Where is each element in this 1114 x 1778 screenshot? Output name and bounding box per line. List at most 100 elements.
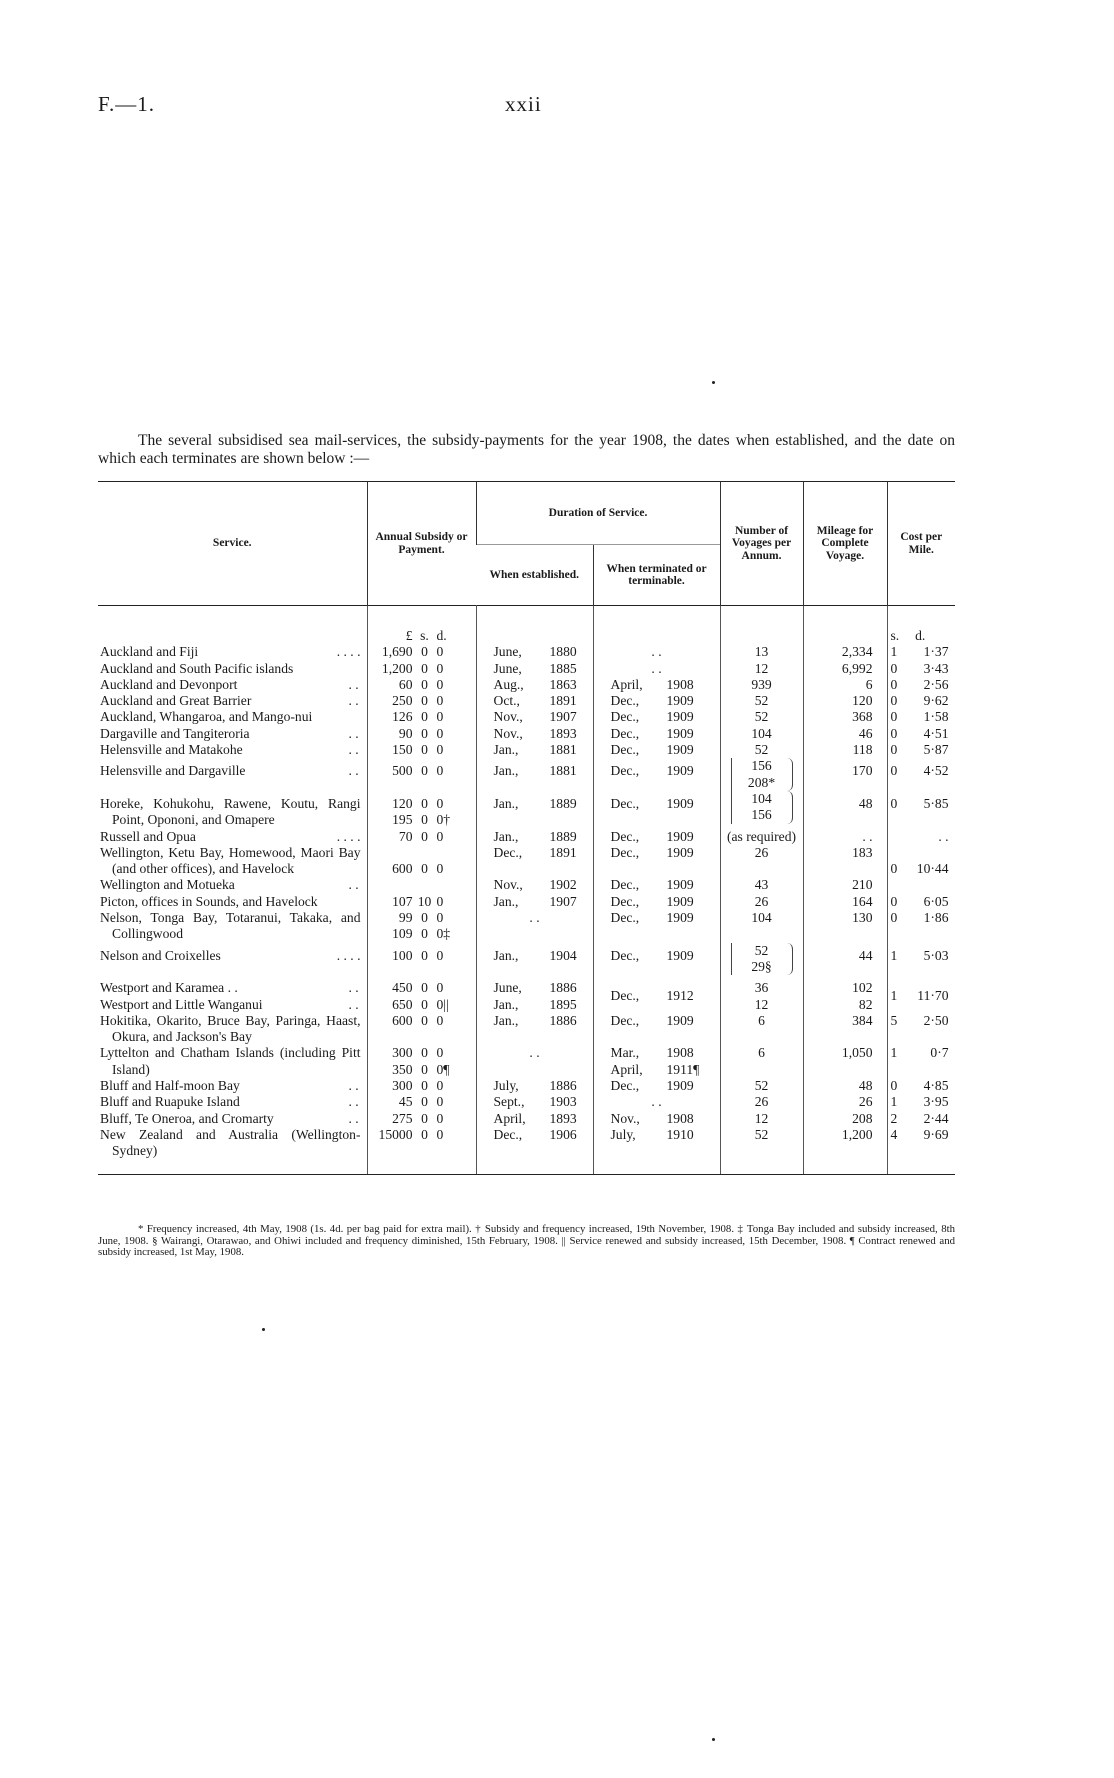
subsidy-cell: 90 0 0 bbox=[366, 725, 476, 743]
table-row: Auckland and South Pacific islands 1,200 0… bbox=[98, 660, 956, 677]
service-label: Helensville and Dargaville bbox=[100, 763, 246, 779]
established-cell: Aug., 1863 bbox=[475, 676, 593, 694]
service-label: New Zealand and Australia (Wellington-Sy… bbox=[100, 1126, 361, 1159]
terminated-cell: Dec., 1909 bbox=[592, 893, 721, 911]
service-name: Lyttelton and Chatham Islands (including… bbox=[100, 1045, 361, 1078]
pounds: 15000 bbox=[378, 1126, 413, 1142]
service-label: Auckland and Devonport bbox=[100, 676, 238, 692]
voyages-values: 52 bbox=[724, 693, 800, 709]
voyages-cell: 939 bbox=[719, 676, 804, 694]
month: Jan., bbox=[493, 893, 519, 909]
pence: 0 bbox=[436, 828, 444, 844]
established-cell-value: Jan., 1904 bbox=[480, 948, 590, 964]
mileage-cell: 46 bbox=[802, 725, 888, 743]
shillings: 0 bbox=[421, 676, 428, 692]
subsidy-cell: 120 0 0 195 0 0† bbox=[366, 790, 476, 829]
table-row: . . Bluff and Ruapuke Island 45 0 0 Sept., 190… bbox=[98, 1094, 956, 1111]
year: 1889 bbox=[549, 828, 577, 844]
terminated-cell-value: Dec., 1912 bbox=[597, 988, 717, 1004]
unit-cost-shillings: s. bbox=[890, 628, 900, 643]
pence: 0 bbox=[436, 1012, 444, 1028]
shillings: 10 bbox=[417, 893, 432, 909]
terminated-cell: Dec., 1909 bbox=[592, 910, 721, 943]
print-speck bbox=[712, 1738, 715, 1741]
mileage-value: 44 bbox=[858, 947, 873, 963]
voyages-values: 6 bbox=[724, 1045, 800, 1061]
terminated-cell: Dec., 1909 bbox=[592, 1078, 721, 1095]
cost-pence: 5·03 bbox=[923, 947, 949, 963]
month: . . bbox=[651, 660, 662, 676]
unit-shillings: s. bbox=[420, 628, 429, 643]
cost-per-mile: 0 6·05 bbox=[891, 894, 953, 910]
established-cell: Jan., 1889 bbox=[475, 790, 593, 829]
pounds: 45 bbox=[398, 1094, 413, 1110]
cost-per-mile: 0 2·56 bbox=[891, 677, 953, 693]
subsidy-cell: 15000 0 0 bbox=[366, 1126, 476, 1174]
subsidy-amount: 107 10 0 bbox=[371, 894, 473, 910]
service-cell: New Zealand and Australia (Wellington-Sy… bbox=[98, 1127, 367, 1174]
shillings: 0 bbox=[421, 947, 428, 963]
month: Dec., bbox=[610, 1012, 640, 1028]
established-cell-value: Nov., 1907 bbox=[480, 709, 590, 725]
table-row: Horeke, Kohukohu, Rawene, Koutu, Rangi P… bbox=[98, 790, 956, 829]
mileage-cell: 208 bbox=[802, 1110, 888, 1127]
voyages-values: 26 bbox=[724, 845, 800, 861]
mileage-cell: 120 bbox=[802, 693, 888, 710]
shillings: 0 bbox=[421, 996, 428, 1012]
mileage-cell: 6,992 bbox=[802, 660, 888, 677]
service-name: Picton, offices in Sounds, and Havelock bbox=[100, 894, 361, 910]
shillings: 0 bbox=[421, 725, 428, 741]
shillings: 0 bbox=[421, 1110, 428, 1126]
subsidy-amount: 300 0 0 bbox=[371, 1078, 473, 1094]
header-mileage: Mileage for Complete Voyage. bbox=[802, 482, 888, 606]
pounds: 350 bbox=[392, 1061, 413, 1077]
pounds: 1,200 bbox=[381, 660, 413, 676]
pence: 0 bbox=[436, 693, 444, 709]
month: Dec., bbox=[610, 877, 640, 893]
month: Oct., bbox=[493, 693, 520, 709]
voyages-cell: 26 bbox=[719, 893, 804, 911]
year: 1885 bbox=[549, 660, 577, 676]
voyages-value: 52 bbox=[754, 1078, 769, 1094]
cost-cell: 0 4·52 bbox=[886, 758, 956, 791]
mileage-cell: 44 bbox=[802, 942, 888, 976]
pounds: 300 bbox=[392, 1045, 413, 1061]
voyages-value: 36 bbox=[754, 980, 769, 996]
voyages-cell: 43 bbox=[719, 877, 804, 894]
pence: 0 bbox=[436, 947, 444, 963]
pence: 0 bbox=[436, 910, 444, 926]
year: 1909 bbox=[666, 893, 694, 909]
established-cell-value: Jan., 1907 bbox=[480, 894, 590, 910]
service-cell: . . Auckland and Great Barrier bbox=[98, 693, 367, 709]
cost-cell: . . bbox=[886, 828, 956, 845]
table-row: New Zealand and Australia (Wellington-Sy… bbox=[98, 1126, 956, 1174]
shillings: 0 bbox=[421, 763, 428, 779]
voyages-value: 12 bbox=[754, 1110, 769, 1126]
service-label: Auckland and Great Barrier bbox=[100, 693, 252, 709]
shillings: 0 bbox=[421, 742, 428, 758]
subsidy-amount: 600 0 0 bbox=[371, 1013, 473, 1029]
cost-shillings: 1 bbox=[890, 644, 898, 660]
service-name: Auckland and South Pacific islands bbox=[100, 661, 361, 677]
voyages-cell: 13 bbox=[719, 644, 804, 661]
service-label: Dargaville and Tangiteroria bbox=[100, 725, 250, 741]
cost-pence: 5·87 bbox=[923, 742, 949, 758]
voyages-values: 52 29§ bbox=[730, 942, 793, 976]
cost-per-mile: 2 2·44 bbox=[891, 1111, 953, 1127]
terminated-cell: Nov., 1908 bbox=[592, 1110, 721, 1127]
service-name: . . . . Russell and Opua bbox=[100, 829, 361, 845]
subsidy-amount: 500 0 0 bbox=[371, 763, 473, 779]
voyages-value: 12 bbox=[754, 996, 769, 1012]
cost-shillings: 2 bbox=[890, 1110, 898, 1126]
voyages-cell: 156 208* bbox=[719, 758, 804, 791]
voyages-values: 104 156 bbox=[730, 790, 793, 824]
year: 1881 bbox=[549, 763, 577, 779]
service-label: Bluff and Ruapuke Island bbox=[100, 1094, 240, 1110]
service-cell: . . Bluff and Ruapuke Island bbox=[98, 1094, 367, 1110]
cost-cell: 1 0·7 bbox=[886, 1045, 956, 1079]
pence: 0 bbox=[436, 660, 444, 676]
shillings: 0 bbox=[421, 910, 428, 926]
year: 1909 bbox=[666, 844, 694, 860]
voyages-values: 26 bbox=[724, 894, 800, 910]
voyages-value: 52 bbox=[754, 693, 769, 709]
